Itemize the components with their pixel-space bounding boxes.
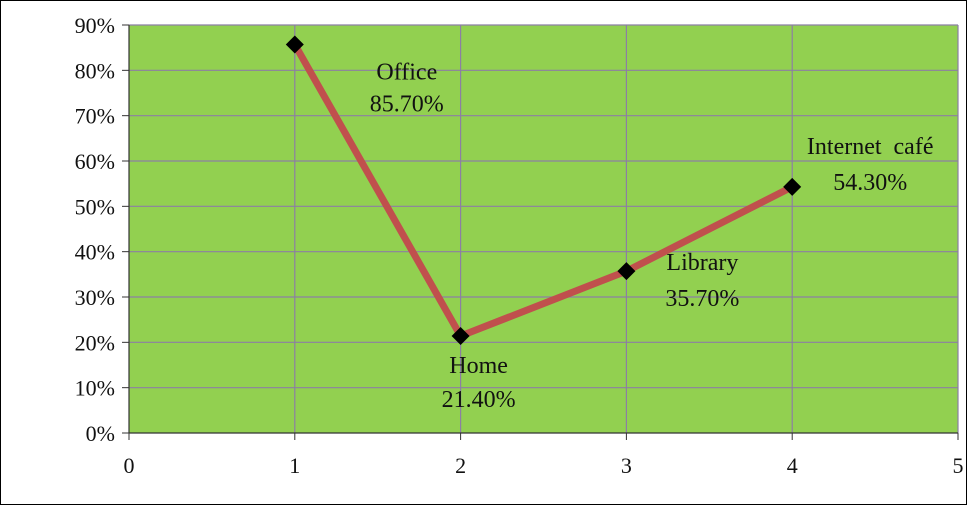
data-label-name: Home (449, 353, 508, 379)
data-label-value: 21.40% (442, 387, 516, 413)
data-point-marker (285, 35, 304, 54)
data-label-value: 35.70% (665, 286, 739, 312)
plot-area (129, 25, 958, 433)
series-line (291, 40, 796, 340)
x-tick-label: 1 (289, 453, 300, 478)
grid-lines (129, 24, 959, 433)
axes (122, 24, 959, 440)
y-tick-label: 30% (75, 285, 115, 310)
data-labels: Office 85.70% Home 21.40% Library 35.70% Inter… (370, 59, 934, 412)
y-tick-label: 40% (75, 240, 115, 265)
x-tick-label: 3 (621, 453, 632, 478)
data-label-value: 54.30% (833, 170, 907, 196)
x-tick-label: 0 (124, 453, 135, 478)
x-tick-label: 2 (455, 453, 466, 478)
x-tick-label: 5 (953, 453, 964, 478)
y-tick-label: 80% (75, 58, 115, 83)
y-tick-label: 70% (75, 104, 115, 129)
data-point-marker (451, 326, 470, 345)
y-tick-label: 50% (75, 194, 115, 219)
data-label-name: Library (666, 250, 738, 276)
x-tick-label: 4 (787, 453, 798, 478)
data-label-value: 85.70% (370, 91, 444, 117)
y-tick-label: 60% (75, 149, 115, 174)
tick-labels: 0% 10% 20% 30% 40% 50% 60% 70% 80% 90% 0 1 2 3 4 5 (75, 13, 964, 478)
y-tick-label: 20% (75, 330, 115, 355)
data-label-name: Office (376, 59, 437, 85)
y-tick-label: 0% (86, 421, 115, 446)
y-tick-label: 10% (75, 376, 115, 401)
data-label-name: Internet café (807, 134, 934, 160)
data-point-marker (783, 177, 802, 196)
data-point-marker (617, 262, 636, 281)
y-tick-label: 90% (75, 13, 115, 38)
series (285, 35, 802, 345)
